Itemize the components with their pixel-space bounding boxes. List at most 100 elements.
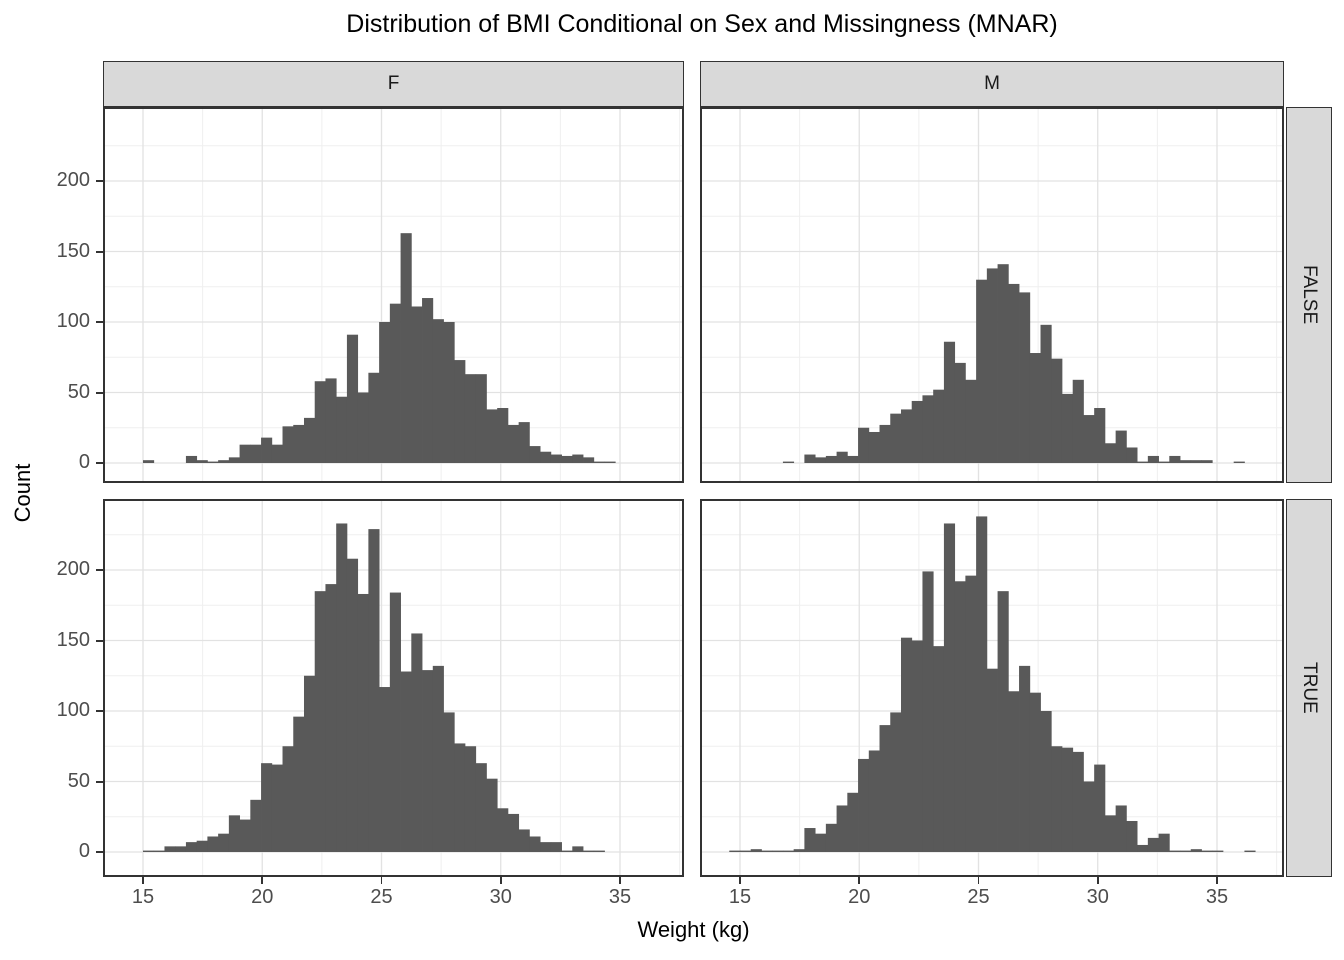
histogram-bar: [815, 833, 827, 852]
histogram-bar: [900, 409, 913, 463]
y-tick-mark: [96, 851, 103, 854]
x-tick-label: 25: [967, 886, 990, 908]
facet-strip-TRUE-label: TRUE: [1299, 662, 1320, 714]
histogram-bar: [1051, 358, 1063, 463]
histogram-bar: [303, 675, 316, 852]
histogram-bar: [218, 833, 230, 852]
histogram-bar: [825, 455, 837, 463]
histogram-bar: [997, 264, 1009, 463]
panel-F-TRUE: [103, 499, 684, 877]
histogram-bar: [540, 451, 552, 463]
histogram-bar: [422, 670, 434, 852]
histogram-bar: [593, 850, 605, 852]
histogram-bar: [207, 836, 219, 852]
histogram-bar: [271, 444, 283, 463]
histogram-bar: [1061, 747, 1074, 852]
histogram-bar: [507, 424, 520, 463]
histogram-bar: [729, 850, 741, 852]
histogram-bar: [1180, 850, 1192, 852]
histogram-bar: [997, 591, 1009, 852]
histogram-bar: [1190, 460, 1202, 463]
histogram-bar: [1019, 665, 1031, 852]
histogram-bar: [1008, 691, 1020, 852]
histogram-bar: [1008, 283, 1020, 463]
histogram-bar: [529, 836, 541, 852]
histogram-bar: [879, 725, 891, 852]
y-tick-label: 150: [56, 239, 90, 262]
histogram-bar: [346, 334, 359, 463]
histogram-bar: [572, 846, 584, 852]
y-tick-label: 50: [67, 769, 90, 792]
histogram-bar: [847, 792, 859, 852]
y-tick-label: 0: [78, 451, 90, 474]
histogram-bar: [143, 850, 155, 852]
x-tick-label: 35: [1205, 886, 1229, 908]
y-tick-label: 0: [78, 840, 90, 863]
histogram-bar: [1137, 844, 1149, 852]
histogram-bar: [750, 849, 762, 852]
histogram-bar: [1115, 805, 1127, 852]
histogram-bar: [933, 646, 945, 852]
histogram-bar: [314, 381, 326, 463]
histogram-bar: [1126, 447, 1138, 463]
histogram-bar: [185, 842, 198, 852]
histogram-bar: [443, 322, 455, 463]
histogram-bar: [815, 457, 827, 463]
panel-M-TRUE: [700, 499, 1284, 877]
histogram-bar: [825, 823, 837, 852]
histogram-bar: [976, 516, 988, 852]
histogram-bar: [454, 360, 466, 463]
histogram-bar: [1051, 746, 1063, 852]
histogram-bar: [400, 671, 412, 852]
y-tick-label: 100: [56, 310, 90, 333]
histogram-bar: [804, 828, 816, 852]
histogram-bar: [965, 575, 977, 852]
histogram-bar: [271, 764, 283, 852]
histogram-bar: [432, 665, 444, 852]
histogram-bar: [782, 850, 795, 852]
panel-border: [103, 499, 684, 877]
y-tick-label: 200: [56, 558, 90, 581]
facet-strip-M-label: M: [984, 73, 1000, 94]
histogram-bar: [1233, 461, 1245, 463]
histogram-bar: [879, 424, 891, 463]
x-tick-label: 30: [1086, 886, 1109, 908]
histogram-bar: [1072, 751, 1084, 852]
x-tick-mark: [739, 877, 741, 884]
histogram-bar: [389, 592, 401, 852]
histogram-bar: [561, 850, 573, 852]
histogram-bar: [250, 444, 262, 463]
y-tick-mark: [96, 639, 103, 642]
facet-strip-M: M: [700, 61, 1284, 107]
histogram-bar: [868, 431, 880, 463]
histogram-bar: [497, 808, 509, 852]
histogram-bar: [282, 426, 294, 463]
x-tick-mark: [619, 877, 621, 884]
histogram-bar: [196, 840, 208, 852]
x-tick-label: 30: [489, 886, 512, 908]
histogram-bar: [1169, 850, 1181, 852]
facet-strip-FALSE-label: FALSE: [1299, 265, 1320, 325]
histogram-bar: [336, 523, 348, 852]
histogram-bar: [1115, 430, 1127, 463]
histogram-bar: [1212, 850, 1224, 852]
histogram-bar: [475, 763, 487, 852]
histogram-bar: [550, 454, 562, 463]
histogram-bar: [164, 846, 176, 852]
histogram-bar: [153, 850, 165, 852]
x-tick-mark: [499, 877, 502, 884]
histogram-bar: [454, 743, 466, 852]
histogram-bar: [1019, 292, 1031, 463]
histogram-bar: [1244, 850, 1256, 852]
histogram-bar: [1072, 379, 1084, 463]
x-tick-label: 20: [848, 886, 871, 908]
histogram-bar: [464, 374, 477, 463]
y-tick-mark: [96, 391, 103, 394]
histogram-bar: [432, 319, 444, 463]
panel-F-FALSE: [103, 107, 684, 483]
x-tick-mark: [142, 877, 144, 884]
y-tick-mark: [96, 710, 103, 713]
histogram-bar: [1094, 408, 1106, 463]
histogram-bar: [793, 849, 805, 852]
histogram-bar: [1201, 850, 1213, 852]
